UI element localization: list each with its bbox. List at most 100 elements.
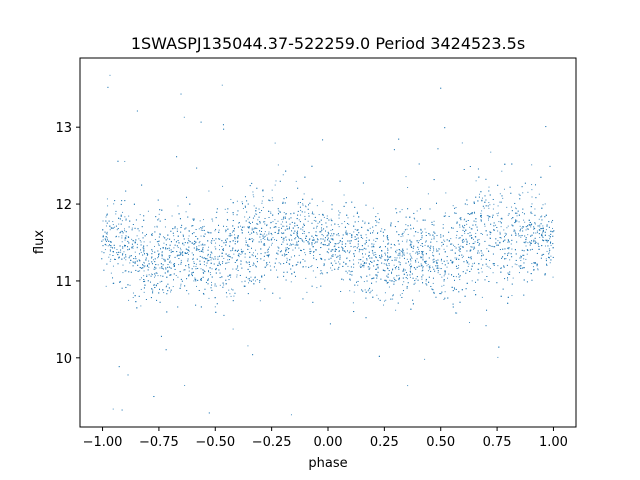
data-point <box>330 229 332 231</box>
data-point <box>384 300 386 302</box>
data-point <box>545 214 547 216</box>
data-point <box>474 241 476 243</box>
data-point <box>541 245 543 247</box>
data-point <box>387 282 389 284</box>
data-point <box>485 325 487 327</box>
data-point <box>523 279 525 281</box>
data-point <box>504 236 505 238</box>
data-point <box>418 251 420 253</box>
data-point <box>498 212 500 214</box>
data-point <box>538 229 540 231</box>
data-point <box>292 249 294 251</box>
data-point <box>320 257 322 259</box>
data-point <box>222 124 224 126</box>
data-point <box>252 279 254 281</box>
data-point <box>399 250 401 252</box>
data-point <box>368 251 370 253</box>
data-point <box>186 278 188 280</box>
data-point <box>447 297 449 299</box>
data-point <box>215 285 217 287</box>
data-point <box>261 227 263 229</box>
data-point <box>514 202 516 204</box>
data-point <box>201 227 203 229</box>
data-point <box>480 220 482 222</box>
data-point <box>286 239 288 241</box>
data-point <box>394 226 396 228</box>
data-point <box>124 230 126 232</box>
data-point <box>420 228 422 230</box>
data-point <box>161 252 163 254</box>
data-point <box>114 200 116 202</box>
data-point <box>428 281 430 283</box>
data-point <box>422 254 424 256</box>
data-point <box>417 279 419 281</box>
data-point <box>285 247 287 249</box>
data-point <box>147 264 149 266</box>
data-point <box>499 237 501 239</box>
data-point <box>530 211 532 213</box>
data-point <box>241 226 243 228</box>
data-point <box>160 248 162 250</box>
data-point <box>420 257 422 259</box>
data-point <box>550 233 552 235</box>
data-point <box>505 258 507 260</box>
data-point <box>285 279 287 281</box>
data-point <box>232 230 234 232</box>
data-point <box>509 186 511 188</box>
data-point <box>357 243 359 245</box>
data-point <box>311 242 313 244</box>
data-point <box>390 222 392 224</box>
data-point <box>521 186 523 188</box>
data-point <box>425 231 427 233</box>
data-point <box>538 233 540 235</box>
data-point <box>431 238 433 240</box>
data-point <box>422 259 424 261</box>
data-point <box>197 249 199 251</box>
data-point <box>286 257 288 259</box>
data-point <box>514 212 516 214</box>
data-point <box>514 263 516 265</box>
data-point <box>273 226 275 228</box>
data-point <box>368 255 370 257</box>
data-point <box>204 233 206 235</box>
data-point <box>197 267 199 269</box>
data-point <box>434 270 436 272</box>
data-point <box>193 280 195 282</box>
data-point <box>536 265 538 267</box>
data-point <box>420 239 422 240</box>
data-point <box>128 248 130 250</box>
data-point <box>391 271 393 273</box>
data-point <box>107 205 109 207</box>
data-point <box>178 254 180 256</box>
data-point <box>196 167 198 169</box>
data-point <box>267 237 269 239</box>
data-point <box>455 247 457 249</box>
data-point <box>522 230 524 232</box>
data-point <box>471 228 473 230</box>
data-point <box>546 263 547 265</box>
data-point <box>395 280 397 282</box>
data-point <box>552 231 554 233</box>
data-point <box>173 239 175 241</box>
data-point <box>320 285 322 287</box>
data-point <box>421 276 423 278</box>
data-point <box>315 259 317 261</box>
data-point <box>283 225 285 227</box>
data-point <box>489 204 491 206</box>
data-point <box>179 271 181 273</box>
data-point <box>401 296 403 298</box>
data-point <box>304 205 306 207</box>
data-point <box>381 228 383 230</box>
data-point <box>313 251 315 253</box>
data-point <box>188 235 190 237</box>
data-point <box>233 295 235 297</box>
data-point <box>109 249 111 251</box>
data-point <box>147 253 149 255</box>
data-point <box>472 238 474 240</box>
data-point <box>253 196 255 198</box>
data-point <box>547 240 549 242</box>
data-point <box>114 247 116 249</box>
data-point <box>464 203 466 205</box>
data-point <box>516 220 518 222</box>
data-point <box>420 229 422 231</box>
